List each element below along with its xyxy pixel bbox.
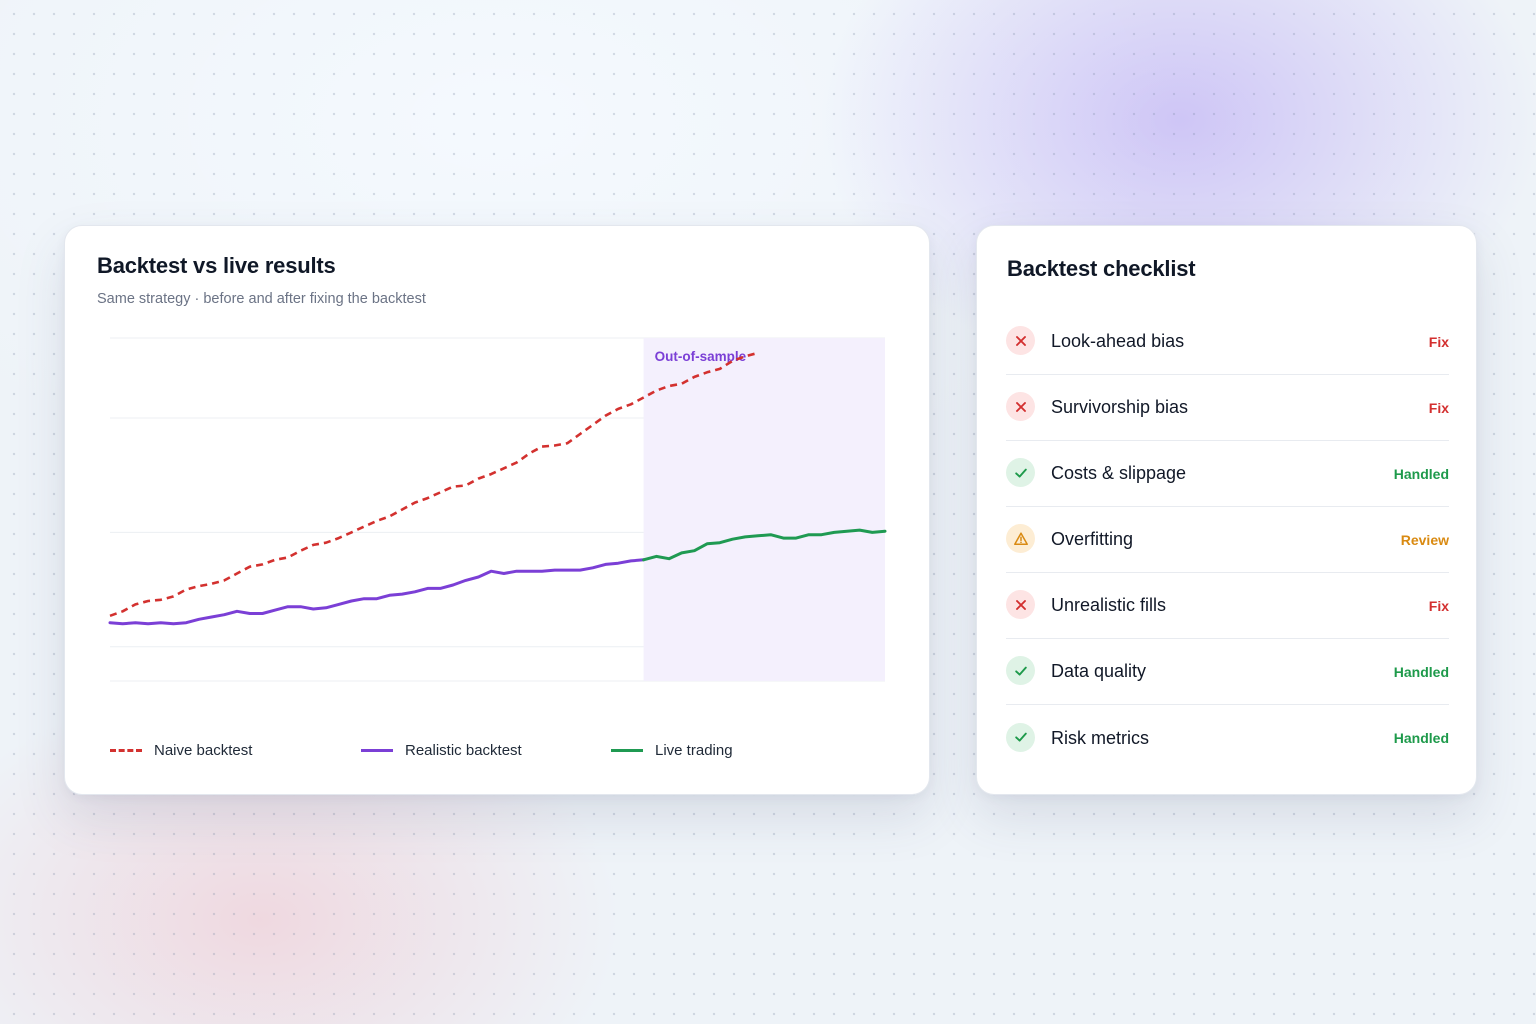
checklist-item-label: Overfitting (1051, 529, 1134, 549)
chart-card: Backtest vs live results Same strategy ·… (64, 225, 930, 795)
checklist-item[interactable]: Data quality Handled (1006, 639, 1449, 705)
checklist-item[interactable]: Risk metrics Handled (1006, 705, 1449, 771)
series-line-realistic (108, 558, 646, 626)
checklist-item-label: Data quality (1051, 661, 1147, 681)
check-icon (1006, 656, 1035, 685)
checklist-item-label: Risk metrics (1051, 727, 1149, 748)
checklist-item[interactable]: Survivorship bias Fix (1006, 375, 1449, 441)
checklist-item-label: Unrealistic fills (1051, 595, 1167, 615)
series-line-live (642, 528, 887, 562)
series-line-naive (109, 351, 759, 618)
checklist-item[interactable]: Costs & slippage Handled (1006, 441, 1449, 507)
checklist-item-label: Look-ahead bias (1051, 331, 1185, 351)
legend-label-naive: Naive backtest (154, 741, 253, 759)
chart-title: Backtest vs live results (97, 253, 336, 278)
status-badge: Fix (1428, 597, 1449, 614)
chart-subtitle: Same strategy · before and after fixing … (97, 291, 426, 307)
legend-swatch-realistic (361, 748, 393, 752)
legend-swatch-naive (110, 748, 142, 752)
check-icon (1006, 458, 1035, 487)
checklist-items: Look-ahead bias Fix Survivorship bias Fi… (1006, 309, 1449, 771)
x-icon (1006, 590, 1035, 619)
status-badge: Handled (1393, 730, 1449, 746)
status-badge: Fix (1428, 399, 1449, 416)
checklist-item[interactable]: Unrealistic fills Fix (1006, 573, 1449, 639)
legend-swatch-live (611, 748, 643, 752)
status-badge: Fix (1428, 333, 1449, 350)
legend-label-live: Live trading (655, 741, 733, 759)
legend-item-realistic: Realistic backtest (361, 741, 522, 759)
series-lines (108, 351, 887, 626)
checklist-title: Backtest checklist (1007, 256, 1196, 281)
checklist-card: Backtest checklist Look-ahead bias Fix S… (976, 225, 1477, 795)
status-badge: Review (1400, 531, 1449, 548)
checklist-item-label: Costs & slippage (1051, 463, 1187, 483)
out-of-sample-label: Out-of-sample (655, 349, 747, 364)
checklist-item[interactable]: Look-ahead bias Fix (1006, 309, 1449, 375)
out-of-sample-region (643, 338, 885, 681)
line-chart: Out-of-sample (108, 337, 887, 682)
checklist-item[interactable]: Overfitting Review (1006, 507, 1449, 573)
legend-label-realistic: Realistic backtest (405, 741, 522, 759)
x-icon (1006, 392, 1035, 421)
status-badge: Handled (1393, 465, 1449, 482)
status-badge: Handled (1393, 663, 1449, 680)
legend-item-live: Live trading (611, 741, 733, 759)
check-icon (1006, 722, 1035, 752)
warning-icon (1006, 524, 1035, 553)
checklist-item-label: Survivorship bias (1051, 397, 1189, 417)
x-icon (1006, 326, 1035, 355)
legend-item-naive: Naive backtest (110, 741, 252, 759)
